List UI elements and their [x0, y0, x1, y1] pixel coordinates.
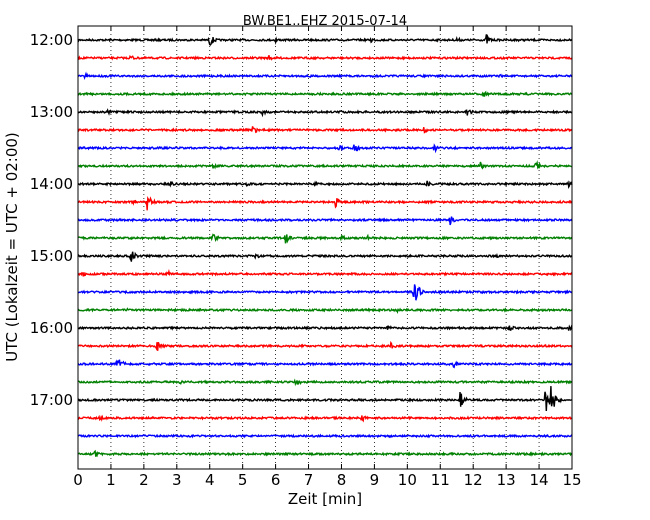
x-tick-label: 14	[530, 471, 549, 489]
trace-line-1630	[77, 359, 573, 369]
trace-line-1715	[77, 414, 572, 423]
y-tick-label: 15:00	[30, 247, 73, 265]
trace-line-1530	[77, 284, 573, 301]
plot-area-frame	[77, 25, 573, 470]
trace-line-1445	[77, 233, 573, 244]
x-tick-label: 13	[497, 471, 516, 489]
x-tick-label: 12	[464, 471, 483, 489]
y-tick-label: 16:00	[30, 319, 73, 337]
trace-line-1300	[77, 108, 573, 118]
trace-line-1700	[77, 386, 573, 412]
trace-line-1730	[77, 433, 573, 439]
y-tick-label: 12:00	[30, 31, 73, 49]
x-tick-label: 3	[172, 471, 182, 489]
trace-line-1330	[77, 143, 573, 154]
trace-line-1200	[77, 33, 573, 46]
y-axis-ticks: 12:00 13:00 14:00 15:00 16:00 17:00	[30, 31, 572, 409]
x-tick-label: 9	[370, 471, 380, 489]
trace-line-1415	[77, 196, 573, 211]
trace-line-1600	[77, 324, 573, 332]
seismic-traces	[77, 33, 573, 458]
x-tick-label: 1	[106, 471, 116, 489]
chart-title: BW.BE1..EHZ 2015-07-14	[243, 14, 407, 29]
minute-gridlines	[110, 26, 540, 469]
trace-line-1215	[77, 54, 573, 61]
trace-line-1515	[77, 268, 573, 277]
y-axis-label: UTC (Lokalzeit = UTC + 02:00)	[3, 132, 21, 362]
trace-line-1500	[77, 251, 573, 262]
x-tick-label: 2	[139, 471, 149, 489]
x-tick-label: 8	[337, 471, 347, 489]
trace-line-1245	[77, 90, 573, 97]
x-tick-label: 6	[271, 471, 281, 489]
trace-line-1430	[77, 216, 573, 226]
y-tick-label: 13:00	[30, 103, 73, 121]
trace-line-1615	[77, 340, 573, 351]
y-tick-label: 17:00	[30, 391, 73, 409]
x-tick-label: 0	[73, 471, 83, 489]
trace-line-1400	[77, 180, 573, 190]
x-tick-label: 10	[398, 471, 417, 489]
x-tick-label: 15	[562, 471, 581, 489]
x-tick-label: 5	[238, 471, 248, 489]
x-tick-label: 4	[205, 471, 215, 489]
trace-line-1645	[77, 378, 573, 387]
x-axis-ticks: 0 1 2 3 4 5 6 7 8 9 10 11 12 13 14 15	[73, 26, 582, 489]
x-axis-label: Zeit [min]	[288, 490, 362, 508]
trace-line-1345	[77, 160, 573, 170]
y-tick-label: 14:00	[30, 175, 73, 193]
trace-line-1315	[77, 126, 573, 134]
trace-line-1230	[77, 71, 573, 80]
trace-line-1745	[77, 449, 573, 458]
x-tick-label: 11	[431, 471, 450, 489]
trace-line-1545	[77, 307, 573, 314]
x-tick-label: 7	[304, 471, 314, 489]
